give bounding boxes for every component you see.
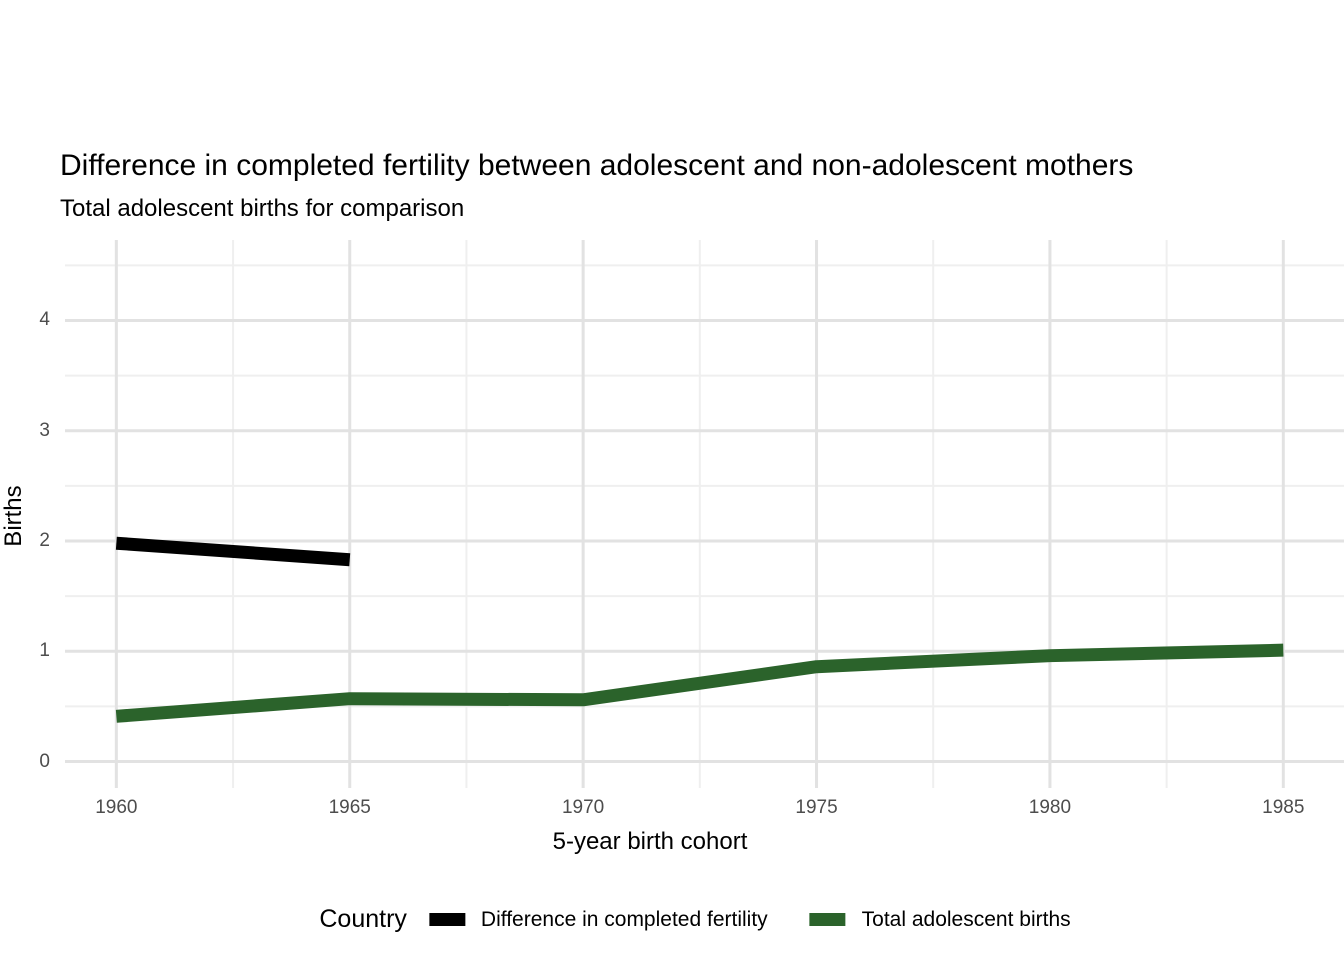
legend-item-label: Difference in completed fertility bbox=[480, 907, 768, 931]
series-line-total-adolescent-births bbox=[115, 643, 1284, 723]
legend-item-label: Total adolescent births bbox=[861, 907, 1071, 931]
x-tick-label: 1970 bbox=[561, 797, 605, 818]
legend-item: Difference in completed fertility bbox=[428, 907, 768, 932]
legend-key-swatch bbox=[428, 913, 465, 926]
x-tick-label: 1975 bbox=[795, 797, 838, 818]
y-tick-label: 2 bbox=[39, 530, 50, 551]
y-axis-title: Births bbox=[0, 485, 27, 547]
chart-title: Difference in completed fertility betwee… bbox=[60, 149, 1134, 182]
chart-subtitle: Total adolescent births for comparison bbox=[60, 195, 465, 222]
legend-title: Country bbox=[319, 905, 407, 933]
legend: Country Difference in completed fertilit… bbox=[319, 905, 1070, 934]
x-tick-label: 1985 bbox=[1262, 797, 1305, 818]
y-tick-label: 3 bbox=[39, 419, 50, 441]
y-tick-label: 1 bbox=[39, 640, 50, 662]
y-tick-label: 4 bbox=[39, 309, 50, 331]
legend-key-swatch bbox=[809, 913, 846, 926]
legend-item: Total adolescent births bbox=[809, 907, 1071, 932]
y-tick-label: 0 bbox=[39, 750, 50, 772]
x-tick-label: 1965 bbox=[328, 797, 371, 818]
series-line-difference-in-completed-fertility bbox=[115, 536, 351, 567]
legend-items: Difference in completed fertility Total a… bbox=[428, 907, 1071, 932]
x-tick-label: 1960 bbox=[95, 797, 138, 818]
x-axis-title: 5-year birth cohort bbox=[552, 828, 748, 855]
x-tick-label: 1980 bbox=[1028, 797, 1072, 818]
